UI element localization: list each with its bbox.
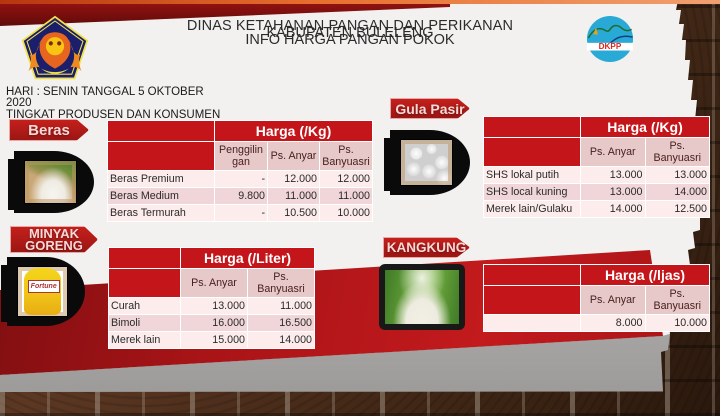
svg-text:DKPP: DKPP	[599, 42, 622, 51]
